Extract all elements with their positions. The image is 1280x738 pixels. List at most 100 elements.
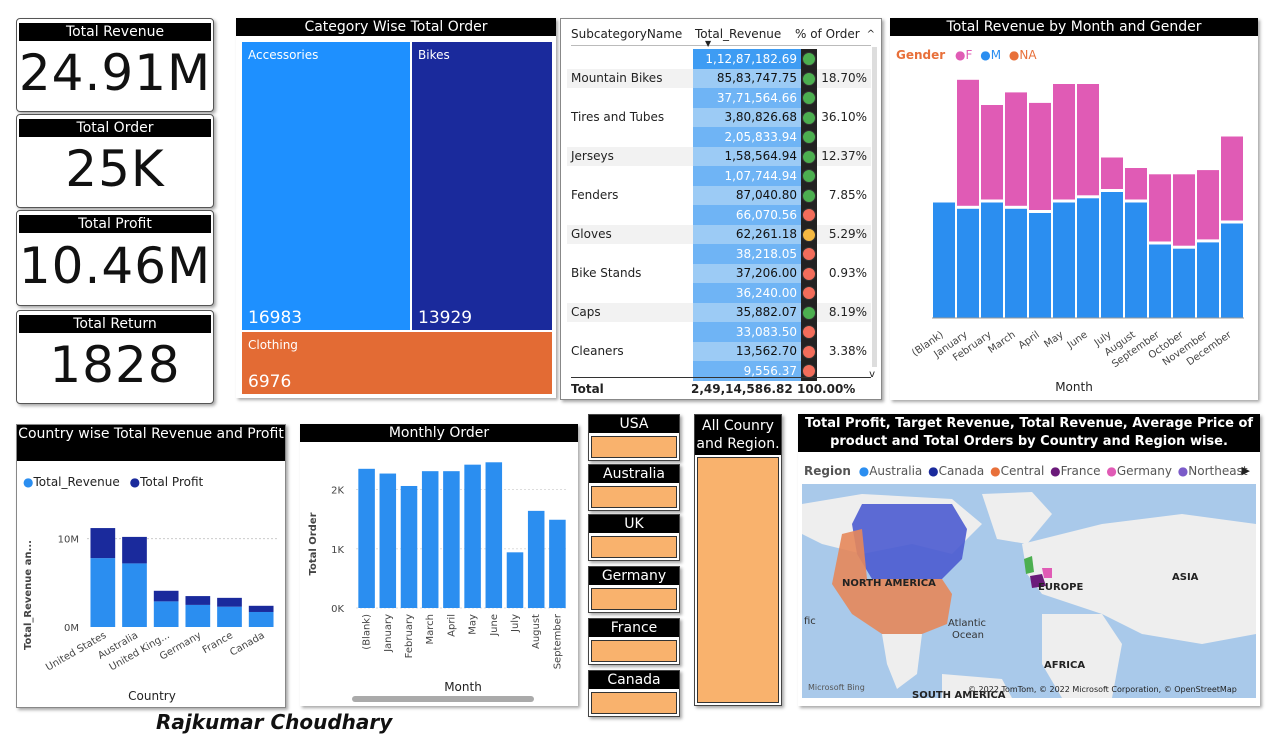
bar-m-9[interactable] xyxy=(1149,244,1171,319)
legend-item-germany[interactable]: Germany xyxy=(1116,464,1172,478)
legend-item-central[interactable]: Central xyxy=(1000,464,1045,478)
slicer-uk[interactable]: UK xyxy=(588,514,680,561)
bar-m-1[interactable] xyxy=(957,208,979,318)
table-row[interactable]: Fenders 87,040.80 7.85% xyxy=(567,185,871,205)
bar-f-4[interactable] xyxy=(1029,102,1051,210)
slicer-canada[interactable]: Canada xyxy=(588,670,680,717)
bar-m-6[interactable] xyxy=(1077,198,1099,318)
legend-item-canada[interactable]: Canada xyxy=(938,464,985,478)
slicer-france[interactable]: France xyxy=(588,618,680,665)
col-header-subcategory[interactable]: SubcategoryName xyxy=(571,27,683,41)
legend-item-revenue[interactable]: Total_Revenue xyxy=(33,475,120,489)
bar-m-12[interactable] xyxy=(1221,223,1243,319)
world-map[interactable]: NORTH AMERICA EUROPE ASIA Atlantic Ocean… xyxy=(802,484,1256,698)
bar-f-3[interactable] xyxy=(1005,92,1027,206)
table-row[interactable]: Gloves 62,261.18 5.29% xyxy=(567,224,871,244)
bar-revenue-3[interactable] xyxy=(185,604,211,627)
bar-month-2[interactable] xyxy=(400,485,418,608)
bar-f-12[interactable] xyxy=(1221,136,1243,221)
bar-revenue-2[interactable] xyxy=(153,601,179,627)
table-row[interactable]: Caps 35,882.07 8.19% xyxy=(567,302,871,322)
bar-month-4[interactable] xyxy=(443,471,460,608)
slicer-fill[interactable] xyxy=(591,640,677,662)
bar-profit-3[interactable] xyxy=(185,596,211,605)
slicer-fill[interactable] xyxy=(591,436,677,458)
bar-month-5[interactable] xyxy=(464,464,481,608)
slicer-germany[interactable]: Germany xyxy=(588,566,680,613)
bar-m-11[interactable] xyxy=(1197,242,1219,318)
slicer-fill[interactable] xyxy=(591,486,677,508)
table-row[interactable]: Mountain Bikes 85,83,747.75 18.70% xyxy=(567,68,871,88)
bar-revenue-1[interactable] xyxy=(122,563,147,627)
bar-month-9[interactable] xyxy=(549,519,566,608)
bar-m-10[interactable] xyxy=(1173,248,1195,318)
bar-month-0[interactable] xyxy=(358,468,375,608)
table-row[interactable]: 1,07,744.94 xyxy=(567,166,871,186)
scroll-down-icon[interactable]: v xyxy=(869,369,875,380)
bar-f-2[interactable] xyxy=(981,105,1003,200)
table-row[interactable]: 37,71,564.66 xyxy=(567,88,871,108)
col-header-revenue[interactable]: Total_Revenue xyxy=(695,27,782,41)
horizontal-scrollbar[interactable] xyxy=(352,696,534,702)
legend-item-profit[interactable]: Total Profit xyxy=(140,475,204,489)
slicer-fill[interactable] xyxy=(591,536,677,558)
bar-m-7[interactable] xyxy=(1101,192,1123,318)
bar-month-7[interactable] xyxy=(506,552,524,608)
bar-f-1[interactable] xyxy=(957,79,979,206)
bar-f-6[interactable] xyxy=(1077,84,1099,196)
table-row[interactable]: Bike Stands 37,206.00 0.93% xyxy=(567,263,871,283)
legend-item-m[interactable]: M xyxy=(990,48,1002,62)
bar-month-3[interactable] xyxy=(421,471,439,608)
treemap-cell-accessories[interactable]: Accessories 16983 xyxy=(242,42,412,330)
legend-item-australia[interactable]: Australia xyxy=(869,464,923,478)
treemap-cell-clothing[interactable]: Clothing 6976 xyxy=(242,332,552,394)
col-header-pct[interactable]: % of Order xyxy=(795,27,860,41)
slicer-fill[interactable] xyxy=(591,588,677,610)
legend-item-na[interactable]: NA xyxy=(1019,48,1037,62)
bar-f-8[interactable] xyxy=(1125,168,1147,200)
all-country-region-slicer[interactable]: All Counry and Region. xyxy=(694,414,782,706)
bar-m-8[interactable] xyxy=(1125,202,1147,319)
bar-revenue-5[interactable] xyxy=(248,611,274,627)
bar-f-5[interactable] xyxy=(1053,84,1075,200)
legend-item-northeast[interactable]: Northeast xyxy=(1188,464,1248,478)
table-row[interactable]: Jerseys 1,58,564.94 12.37% xyxy=(567,146,871,166)
scrollbar[interactable] xyxy=(872,47,877,367)
table-row[interactable]: 33,083.50 xyxy=(567,322,871,342)
all-country-fill[interactable] xyxy=(697,457,779,703)
table-row[interactable]: Cleaners 13,562.70 3.38% xyxy=(567,341,871,361)
bar-f-11[interactable] xyxy=(1197,170,1219,240)
legend-next-icon[interactable]: ▶ xyxy=(1241,464,1250,477)
bar-m-4[interactable] xyxy=(1029,213,1051,318)
bar-m-0[interactable] xyxy=(933,202,955,319)
scroll-up-icon[interactable]: ^ xyxy=(866,29,875,40)
bar-month-6[interactable] xyxy=(485,462,503,608)
treemap-cell-bikes[interactable]: Bikes 13929 xyxy=(412,42,552,330)
table-row[interactable]: 1,12,87,182.69 xyxy=(567,49,871,69)
bar-f-10[interactable] xyxy=(1173,174,1195,246)
slicer-australia[interactable]: Australia xyxy=(588,464,680,511)
bar-profit-1[interactable] xyxy=(122,536,147,564)
table-row[interactable]: Tires and Tubes 3,80,826.68 36.10% xyxy=(567,107,871,127)
legend-item-france[interactable]: France xyxy=(1060,464,1101,478)
table-row[interactable]: 38,218.05 xyxy=(567,244,871,264)
slicer-fill[interactable] xyxy=(591,692,677,714)
bar-profit-4[interactable] xyxy=(217,597,242,607)
slicer-usa[interactable]: USA xyxy=(588,414,680,461)
bar-f-9[interactable] xyxy=(1149,174,1171,242)
bar-profit-5[interactable] xyxy=(248,605,274,612)
bar-m-3[interactable] xyxy=(1005,208,1027,318)
table-row[interactable]: 2,05,833.94 xyxy=(567,127,871,147)
bar-profit-0[interactable] xyxy=(90,528,116,559)
table-row[interactable]: 36,240.00 xyxy=(567,283,871,303)
bar-m-2[interactable] xyxy=(981,202,1003,319)
bar-f-7[interactable] xyxy=(1101,157,1123,190)
table-row[interactable]: 66,070.56 xyxy=(567,205,871,225)
bar-revenue-4[interactable] xyxy=(217,606,242,627)
bar-m-5[interactable] xyxy=(1053,202,1075,319)
table-row[interactable]: 9,556.37 xyxy=(567,361,871,381)
legend-item-f[interactable]: F xyxy=(965,48,973,62)
bar-month-1[interactable] xyxy=(379,473,397,608)
bar-revenue-0[interactable] xyxy=(90,558,116,627)
bar-month-8[interactable] xyxy=(527,510,545,608)
